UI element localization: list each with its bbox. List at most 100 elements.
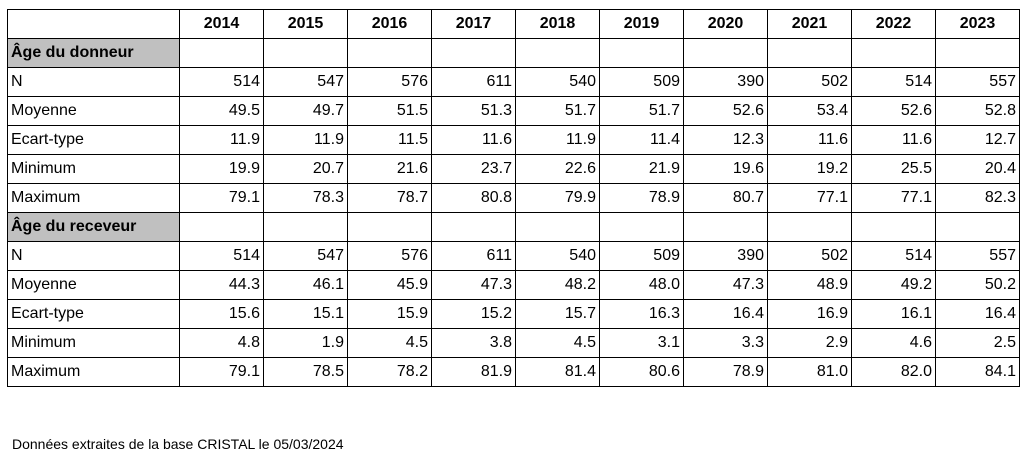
- row-label: Moyenne: [7, 96, 180, 126]
- value-cell: 390: [683, 241, 768, 271]
- value-cell: 3.3: [683, 328, 768, 358]
- year-header: 2021: [767, 9, 852, 39]
- value-cell: 78.9: [599, 183, 684, 213]
- value-cell: 2.5: [935, 328, 1020, 358]
- value-cell: 49.2: [851, 270, 936, 300]
- value-cell: 11.6: [851, 125, 936, 155]
- section-header-row: Âge du donneur: [7, 38, 1020, 68]
- value-cell: 78.7: [347, 183, 432, 213]
- value-cell: 1.9: [263, 328, 348, 358]
- value-cell: 51.7: [599, 96, 684, 126]
- row-label: Minimum: [7, 154, 180, 184]
- value-cell: 15.2: [431, 299, 516, 329]
- value-cell: 51.5: [347, 96, 432, 126]
- row-label: N: [7, 67, 180, 97]
- value-cell: 81.0: [767, 357, 852, 387]
- value-cell: 3.8: [431, 328, 516, 358]
- value-cell: 502: [767, 67, 852, 97]
- value-cell: 19.6: [683, 154, 768, 184]
- row-label: Ecart-type: [7, 125, 180, 155]
- empty-cell: [599, 212, 684, 242]
- value-cell: 52.6: [851, 96, 936, 126]
- empty-cell: [599, 38, 684, 68]
- year-header: 2018: [515, 9, 600, 39]
- empty-cell: [767, 38, 852, 68]
- empty-cell: [263, 38, 348, 68]
- value-cell: 11.4: [599, 125, 684, 155]
- value-cell: 390: [683, 67, 768, 97]
- value-cell: 46.1: [263, 270, 348, 300]
- value-cell: 47.3: [683, 270, 768, 300]
- value-cell: 80.7: [683, 183, 768, 213]
- corner-cell: [7, 9, 180, 39]
- value-cell: 21.9: [599, 154, 684, 184]
- empty-cell: [179, 38, 264, 68]
- year-header: 2016: [347, 9, 432, 39]
- value-cell: 12.7: [935, 125, 1020, 155]
- value-cell: 11.9: [263, 125, 348, 155]
- value-cell: 514: [851, 67, 936, 97]
- value-cell: 16.1: [851, 299, 936, 329]
- value-cell: 509: [599, 67, 684, 97]
- row-label: Ecart-type: [7, 299, 180, 329]
- year-header: 2017: [431, 9, 516, 39]
- value-cell: 557: [935, 67, 1020, 97]
- empty-cell: [851, 212, 936, 242]
- value-cell: 514: [179, 67, 264, 97]
- value-cell: 78.5: [263, 357, 348, 387]
- empty-cell: [935, 38, 1020, 68]
- value-cell: 16.3: [599, 299, 684, 329]
- section-title: Âge du receveur: [7, 212, 180, 242]
- value-cell: 502: [767, 241, 852, 271]
- value-cell: 51.7: [515, 96, 600, 126]
- value-cell: 53.4: [767, 96, 852, 126]
- value-cell: 547: [263, 67, 348, 97]
- table-row: N 514 547 576 611 540 509 390 502 514 557: [7, 241, 1020, 271]
- value-cell: 78.9: [683, 357, 768, 387]
- value-cell: 576: [347, 67, 432, 97]
- value-cell: 11.9: [179, 125, 264, 155]
- header-row: 2014 2015 2016 2017 2018 2019 2020 2021 …: [7, 9, 1020, 39]
- value-cell: 4.5: [515, 328, 600, 358]
- value-cell: 514: [179, 241, 264, 271]
- section-title: Âge du donneur: [7, 38, 180, 68]
- empty-cell: [347, 38, 432, 68]
- value-cell: 611: [431, 67, 516, 97]
- value-cell: 4.6: [851, 328, 936, 358]
- value-cell: 52.8: [935, 96, 1020, 126]
- row-label: N: [7, 241, 180, 271]
- value-cell: 48.0: [599, 270, 684, 300]
- value-cell: 16.4: [683, 299, 768, 329]
- value-cell: 80.6: [599, 357, 684, 387]
- empty-cell: [263, 212, 348, 242]
- table-row: Maximum 79.1 78.3 78.7 80.8 79.9 78.9 80.7 77.1 7…: [7, 183, 1020, 213]
- empty-cell: [431, 38, 516, 68]
- value-cell: 509: [599, 241, 684, 271]
- value-cell: 20.4: [935, 154, 1020, 184]
- value-cell: 4.8: [179, 328, 264, 358]
- value-cell: 15.9: [347, 299, 432, 329]
- value-cell: 48.9: [767, 270, 852, 300]
- year-header: 2015: [263, 9, 348, 39]
- value-cell: 44.3: [179, 270, 264, 300]
- value-cell: 540: [515, 241, 600, 271]
- value-cell: 12.3: [683, 125, 768, 155]
- value-cell: 16.9: [767, 299, 852, 329]
- value-cell: 19.9: [179, 154, 264, 184]
- value-cell: 20.7: [263, 154, 348, 184]
- value-cell: 48.2: [515, 270, 600, 300]
- year-header: 2023: [935, 9, 1020, 39]
- empty-cell: [683, 38, 768, 68]
- value-cell: 21.6: [347, 154, 432, 184]
- empty-cell: [683, 212, 768, 242]
- table-row: Moyenne 44.3 46.1 45.9 47.3 48.2 48.0 47.3 48.9 4…: [7, 270, 1020, 300]
- value-cell: 15.1: [263, 299, 348, 329]
- value-cell: 25.5: [851, 154, 936, 184]
- row-label: Minimum: [7, 328, 180, 358]
- row-label: Maximum: [7, 357, 180, 387]
- table-row: Minimum 4.8 1.9 4.5 3.8 4.5 3.1 3.3 2.9 4.6 2.5: [7, 328, 1020, 358]
- row-label: Moyenne: [7, 270, 180, 300]
- table-row: Ecart-type 15.6 15.1 15.9 15.2 15.7 16.3 16.4 16…: [7, 299, 1020, 329]
- empty-cell: [767, 212, 852, 242]
- year-header: 2019: [599, 9, 684, 39]
